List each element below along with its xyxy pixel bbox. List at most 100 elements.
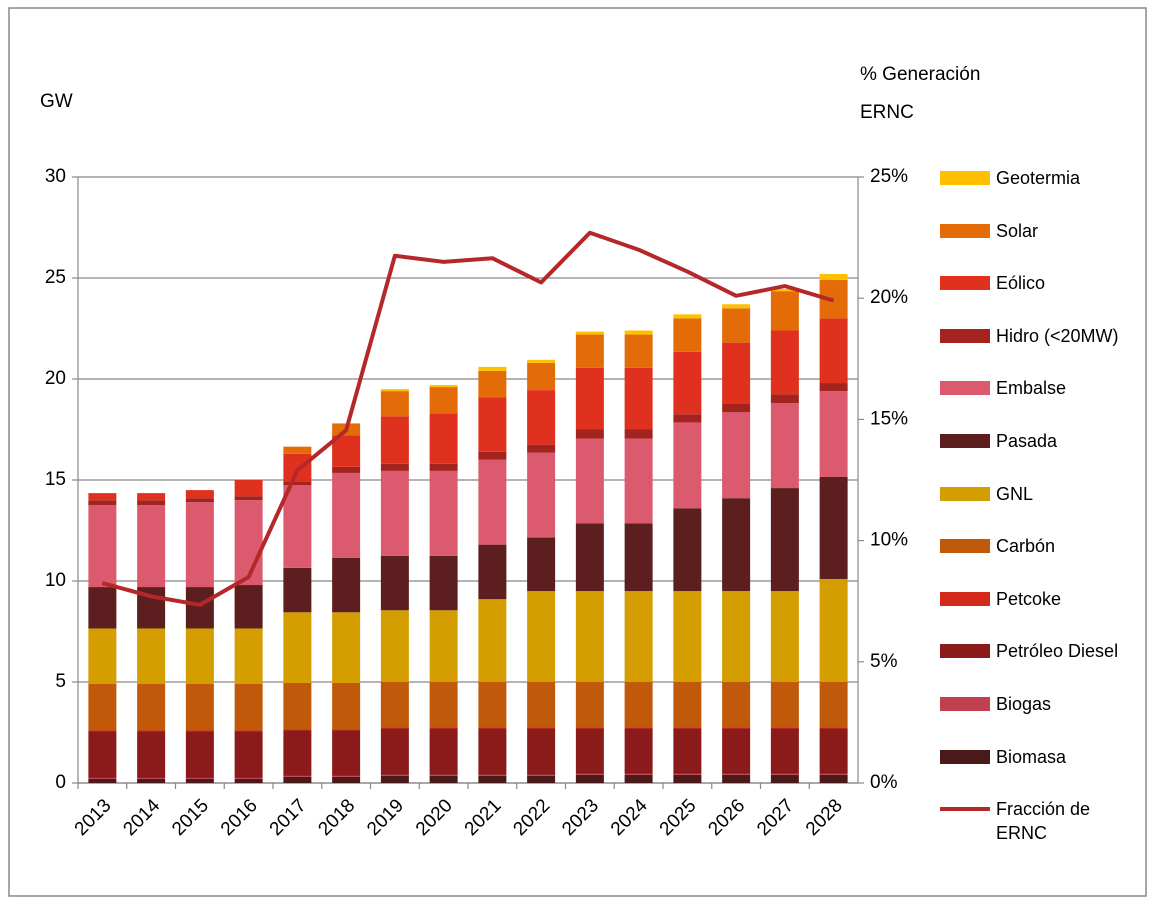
x-tick-label: 2026 [704, 795, 749, 840]
bar-segment [722, 773, 751, 775]
y-axis-label: GW [40, 91, 73, 112]
bar-segment [673, 422, 702, 509]
bar-segment [380, 610, 409, 682]
legend-item: Pasada [940, 429, 1146, 453]
bar-segment [283, 482, 312, 486]
legend-label: Carbón [996, 536, 1056, 557]
bar-segment [575, 429, 604, 439]
bar-segment [332, 730, 361, 776]
bar-segment [624, 728, 653, 774]
legend-item: Biomasa [940, 745, 1146, 769]
bar-segment [819, 383, 848, 392]
bar-segment [575, 682, 604, 728]
bar-segment [429, 555, 458, 611]
bar-segment [185, 587, 214, 629]
bar-segment [380, 555, 409, 611]
bar-segment [332, 472, 361, 558]
bar-segment [819, 728, 848, 774]
bar-segment [380, 775, 409, 783]
bar-segment [185, 684, 214, 731]
bar-segment [234, 730, 263, 732]
legend-label: Petcoke [996, 588, 1062, 609]
line-series [101, 230, 835, 607]
bar-segment [185, 490, 214, 499]
legend-label: Pasada [996, 431, 1058, 451]
bar-segment [283, 683, 312, 730]
bar-segment [527, 591, 556, 682]
bar-segment [673, 728, 702, 774]
legend-swatch [940, 171, 990, 185]
bar-segment [283, 776, 312, 783]
bar-segment [819, 682, 848, 728]
bar-segment [283, 485, 312, 568]
bar-segment [137, 500, 166, 506]
bar-segment [770, 773, 799, 775]
bar-segment [234, 684, 263, 731]
legend-item: Petcoke [940, 587, 1146, 611]
bar-segment [478, 774, 507, 776]
bar-segment [283, 612, 312, 684]
bar-segment [137, 505, 166, 588]
bar-segment [185, 778, 214, 783]
bar-segment [429, 470, 458, 556]
bar-segment [819, 578, 848, 682]
bar-segment [575, 367, 604, 430]
bar-segment [770, 394, 799, 404]
bar-segment [673, 682, 702, 728]
bar-segment [722, 304, 751, 309]
legend-swatch [940, 328, 990, 343]
x-tick-label: 2017 [266, 795, 311, 840]
legend-swatch [940, 434, 990, 448]
bar-segment [624, 523, 653, 592]
bar-segment [137, 777, 166, 779]
legend-swatch [940, 276, 990, 291]
bar-segment [770, 488, 799, 592]
bar-segment [527, 537, 556, 592]
bar-segment [722, 774, 751, 783]
legend-swatch [940, 697, 990, 711]
bar-segment [770, 330, 799, 395]
bar-segment [234, 500, 263, 586]
x-tick-label: 2016 [217, 795, 262, 840]
bar-segment [673, 774, 702, 783]
bar-segment [478, 727, 507, 729]
y2-tick-label: 15% [870, 408, 908, 429]
legend-swatch [940, 381, 990, 396]
bar-segment [429, 387, 458, 414]
x-tick-label: 2018 [314, 795, 359, 840]
x-tick-label: 2023 [558, 795, 603, 840]
legend-item: Fracción de ERNC [940, 797, 1116, 845]
bar-segment [332, 466, 361, 473]
legend-label: Fracción de ERNC [996, 799, 1091, 844]
legend-label: Biomasa [996, 746, 1067, 767]
legend-swatch [940, 807, 990, 812]
bar-segment [332, 776, 361, 783]
bar-segment [88, 778, 117, 783]
bar-segment [429, 463, 458, 471]
bar-segment [185, 730, 214, 732]
bar-segment [673, 414, 702, 423]
bar-segment [527, 774, 556, 776]
bar-segment [673, 727, 702, 729]
bar-segment [527, 682, 556, 728]
bar-segment [234, 585, 263, 629]
bar-segment [624, 774, 653, 783]
bar-segment [88, 493, 117, 501]
bar-segment [575, 523, 604, 592]
bar-segment [722, 403, 751, 413]
bar-segment [527, 727, 556, 729]
bar-segment [722, 728, 751, 774]
bar-segment [88, 730, 117, 732]
bar-segment [819, 773, 848, 775]
y-tick-label: 5 [55, 671, 66, 692]
legend-item: Hidro (<20MW) [940, 324, 1146, 348]
bar-segment [88, 731, 117, 778]
bar-segment [380, 728, 409, 775]
legend-label: Petróleo Diesel [996, 641, 1119, 662]
legend-item: Carbón [940, 534, 1146, 558]
y-tick-label: 25 [45, 267, 66, 288]
y-tick-label: 20 [45, 368, 66, 389]
bar-segment [478, 366, 507, 371]
